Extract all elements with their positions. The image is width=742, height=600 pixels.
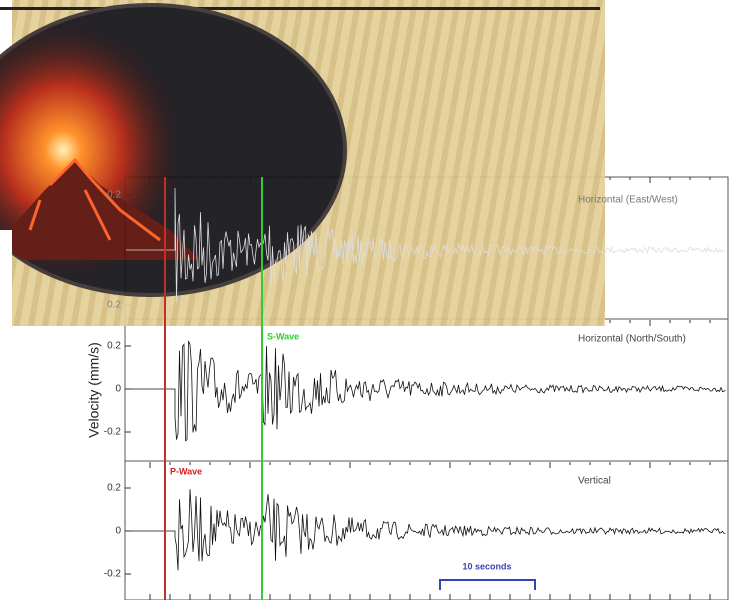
waveform: [126, 340, 726, 442]
tick-label: 0.2: [107, 483, 121, 494]
s-wave-label: S-Wave: [267, 331, 299, 341]
tick-label: 0: [115, 384, 121, 395]
tick-label: -0.2: [104, 569, 122, 580]
panel-label: Horizontal (East/West): [578, 195, 678, 206]
panel-label: Horizontal (North/South): [578, 334, 686, 345]
y-axis-label: Velocity (mm/s): [86, 342, 102, 438]
volcano-photo: [0, 0, 605, 330]
scale-bar: [439, 579, 536, 590]
waveform: [126, 187, 726, 303]
scale-bar-label: 10 seconds: [462, 561, 511, 571]
lava-flow: [28, 157, 161, 242]
photo-margin: [0, 230, 12, 330]
panel-label: Vertical: [578, 476, 611, 487]
waveform: [126, 489, 726, 571]
tick-label: -0.2: [104, 427, 122, 438]
tick-label: 0: [115, 526, 121, 537]
top-border: [0, 7, 600, 10]
tick-label: 0.2: [107, 190, 121, 201]
overlay: Horizontal (East/West) 0.2 0.2 S-Wave P-Wave…: [107, 177, 726, 600]
tick-label: 0.2: [107, 341, 121, 352]
p-wave-label: P-Wave: [170, 466, 202, 476]
tick-label: 0.2: [107, 300, 121, 311]
